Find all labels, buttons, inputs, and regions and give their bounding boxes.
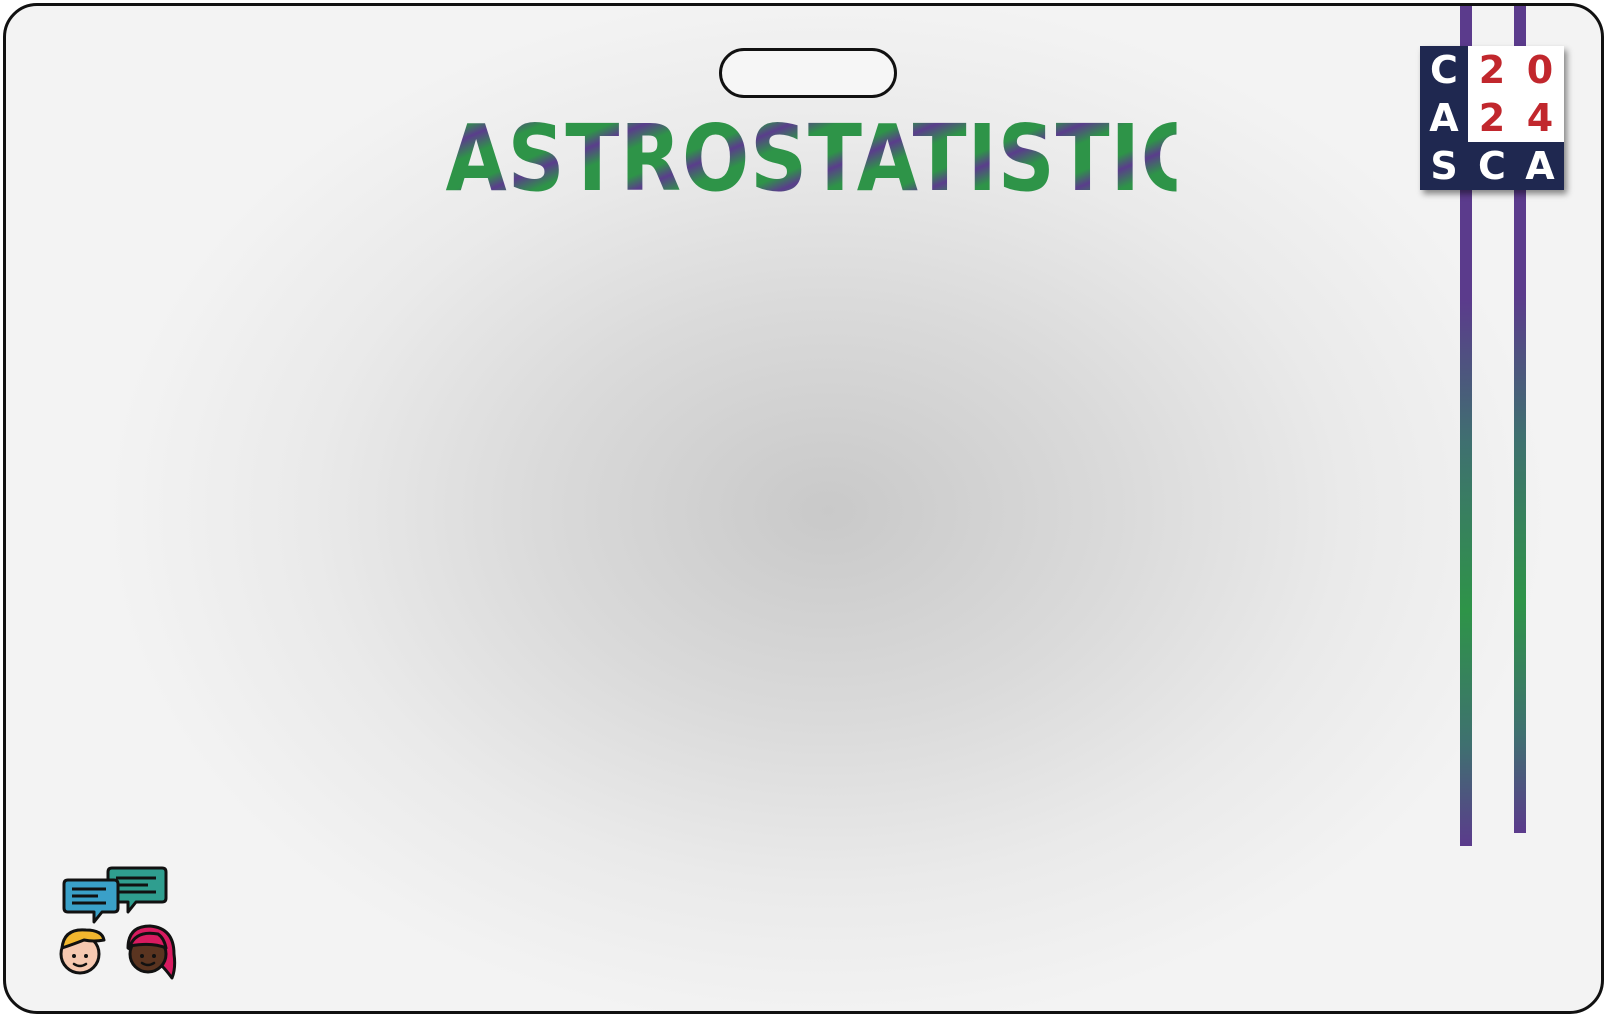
casca-2024-logo: C 2 0 A 2 4 S C A bbox=[1420, 46, 1564, 190]
logo-cell: 2 bbox=[1468, 46, 1516, 94]
logo-cell: A bbox=[1420, 94, 1468, 142]
badge-card: ASTROSTATISTICS C 2 0 A 2 4 S C A bbox=[3, 3, 1604, 1014]
badge-title: ASTROSTATISTICS bbox=[445, 105, 1259, 212]
lanyard-stripe-right bbox=[1514, 6, 1526, 833]
logo-cell: C bbox=[1468, 142, 1516, 190]
lanyard-stripe-left bbox=[1460, 6, 1472, 846]
logo-cell: C bbox=[1420, 46, 1468, 94]
logo-cell: 4 bbox=[1516, 94, 1564, 142]
people-chatting-icon bbox=[59, 866, 177, 980]
logo-cell: 2 bbox=[1468, 94, 1516, 142]
logo-cell: A bbox=[1516, 142, 1564, 190]
logo-cell: S bbox=[1420, 142, 1468, 190]
logo-cell: 0 bbox=[1516, 46, 1564, 94]
lanyard-slot-icon bbox=[719, 48, 897, 98]
